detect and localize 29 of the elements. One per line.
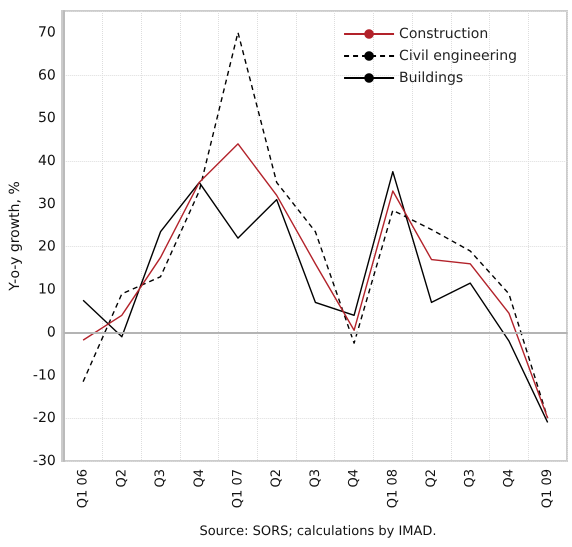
x-tick-label: Q2 (424, 469, 440, 488)
y-tick-label: 50 (38, 110, 56, 126)
y-tick-label: -10 (32, 367, 56, 384)
x-tick-label: Q1 09 (540, 469, 556, 508)
y-tick-label: -20 (32, 410, 56, 426)
y-tick-label: -30 (32, 453, 56, 469)
y-tick-label: 10 (38, 282, 56, 298)
source-note: Source: SORS; calculations by IMAD. (199, 524, 437, 539)
y-tick-label: 60 (38, 67, 56, 84)
x-tick-label: Q4 (192, 469, 207, 488)
x-tick-label: Q3 (153, 469, 168, 488)
x-tick-label: Q2 (269, 469, 284, 488)
x-tick-label: Q3 (308, 469, 323, 488)
x-tick-label: Q1 06 (76, 469, 91, 508)
y-tick-label: 20 (38, 238, 56, 255)
x-tick-label: Q4 (346, 469, 362, 488)
y-tick-label: 40 (38, 153, 56, 169)
x-tick-label: Q2 (114, 469, 130, 488)
y-tick-label: 0 (46, 324, 56, 340)
x-tick-label: Q4 (501, 469, 516, 488)
legend-label: Civil engineering (399, 48, 518, 64)
y-tick-label: 70 (38, 24, 56, 40)
x-tick-label: Q3 (462, 469, 478, 488)
y-axis-title: Y-o-y growth, % (7, 181, 23, 292)
x-tick-label: Q1 08 (385, 469, 400, 508)
y-tick-label: 30 (38, 196, 56, 212)
legend-label: Buildings (399, 70, 464, 86)
legend-label: Construction (399, 26, 488, 42)
x-tick-label: Q1 07 (230, 469, 246, 508)
